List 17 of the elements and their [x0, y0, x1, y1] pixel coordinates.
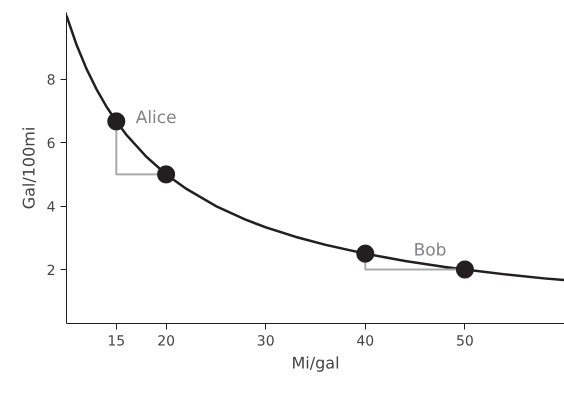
series-label: Alice [136, 108, 177, 128]
x-tick-label: 40 [356, 334, 374, 350]
point [157, 165, 176, 184]
y-tick-label: 2 [46, 263, 56, 280]
x-axis-title: Mi/gal [291, 354, 340, 372]
point [356, 244, 374, 263]
y-axis-title: Gal/100mi [20, 126, 39, 210]
point [456, 260, 474, 279]
y-tick-label: 4 [46, 200, 56, 216]
point [107, 112, 126, 130]
x-tick-label: 20 [157, 334, 176, 350]
y-tick-label: 6 [46, 136, 56, 152]
x-tick-label: 50 [456, 334, 474, 350]
x-tick-label: 15 [107, 334, 126, 350]
series-label: Bob [414, 240, 446, 261]
y-tick-label: 8 [46, 72, 56, 89]
x-tick-label: 30 [256, 334, 275, 350]
